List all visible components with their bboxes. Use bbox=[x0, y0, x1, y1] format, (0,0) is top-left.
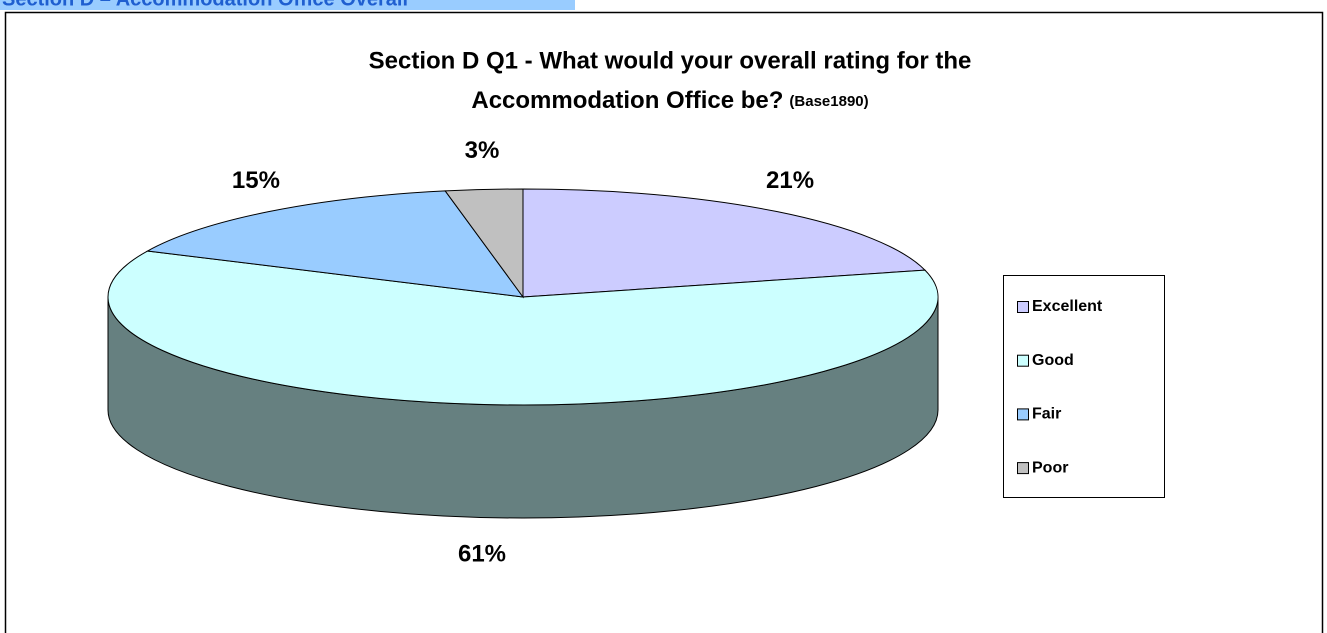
data-label: 15% bbox=[232, 167, 280, 194]
legend-swatch bbox=[1017, 354, 1029, 367]
legend-swatch bbox=[1017, 408, 1029, 421]
data-label: 3% bbox=[465, 137, 500, 164]
legend-label: Good bbox=[1032, 352, 1074, 369]
legend-label: Poor bbox=[1032, 459, 1068, 476]
legend-label: Fair bbox=[1032, 406, 1061, 423]
pie-slice bbox=[444, 188, 524, 299]
data-label: 61% bbox=[458, 540, 506, 567]
legend-label: Excellent bbox=[1032, 298, 1103, 315]
header-highlight bbox=[0, 0, 575, 10]
data-label: 21% bbox=[766, 167, 814, 194]
legend-swatch bbox=[1017, 462, 1029, 475]
chart-title: Accommodation Office be? (Base1890) bbox=[471, 87, 868, 114]
pie-slice bbox=[145, 190, 525, 298]
pie-slice bbox=[107, 250, 939, 406]
legend-box bbox=[1003, 275, 1165, 498]
legend-swatch bbox=[1017, 301, 1029, 313]
section-header: Section D – Accommodation Office Overall bbox=[2, 0, 408, 10]
chart-title: Accommodation Office be? bbox=[471, 87, 783, 114]
pie-slice bbox=[522, 188, 927, 298]
chart-frame bbox=[4, 11, 1324, 633]
chart-subtitle: (Base1890) bbox=[789, 93, 868, 110]
chart-title: Section D Q1 - What would your overall r… bbox=[369, 47, 972, 74]
